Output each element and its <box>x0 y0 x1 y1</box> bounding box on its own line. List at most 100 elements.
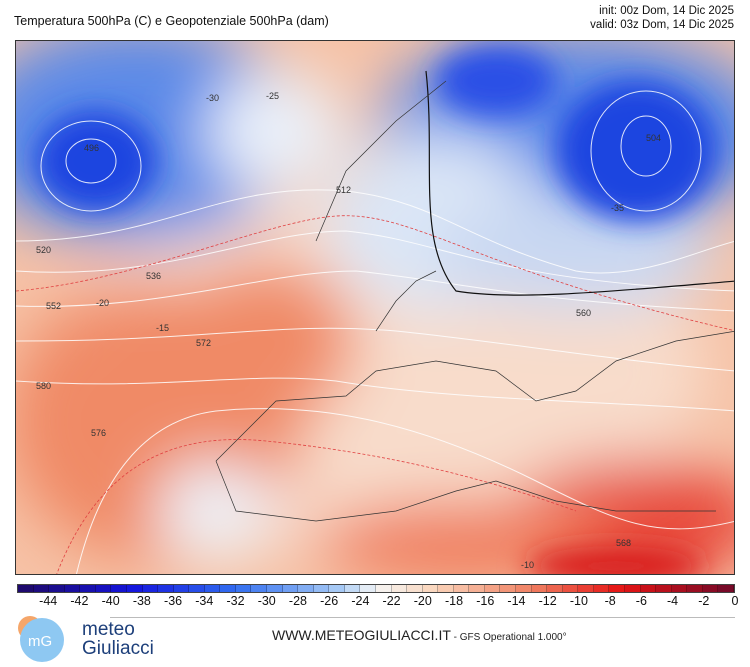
color-scale-segment <box>173 585 190 592</box>
color-scale-segment <box>500 585 516 592</box>
color-scale-segment <box>18 585 34 592</box>
svg-text:mG: mG <box>28 633 52 650</box>
color-scale-segment <box>313 585 330 592</box>
color-scale-segment <box>624 585 641 592</box>
svg-text:-35: -35 <box>611 203 624 213</box>
svg-text:552: 552 <box>46 301 61 311</box>
color-scale-segment <box>49 585 65 592</box>
color-scale-segment <box>438 585 454 592</box>
color-scale-tick: -14 <box>507 594 526 608</box>
model-name: - GFS Operational 1.000° <box>450 632 567 643</box>
color-scale-segment <box>671 585 688 592</box>
color-scale-segment <box>189 585 205 592</box>
color-scale-segment <box>329 585 345 592</box>
color-scale-segment <box>33 585 50 592</box>
color-scale-segment <box>375 585 392 592</box>
color-scale-tick: -32 <box>226 594 245 608</box>
temperature-field: 496 504 512 520 536 552 560 580 572 576 568 -3… <box>16 41 734 574</box>
color-scale-segment <box>453 585 470 592</box>
map-title: Temperatura 500hPa (C) e Geopotenziale 5… <box>14 14 329 28</box>
color-scale-segment <box>95 585 112 592</box>
color-scale-segment <box>702 585 719 592</box>
meteogiuliacci-logo-icon: mG <box>18 616 64 662</box>
color-scale-segment <box>251 585 267 592</box>
valid-time: valid: 03z Dom, 14 Dic 2025 <box>590 19 734 31</box>
color-scale-segment <box>484 585 501 592</box>
color-scale-segment <box>547 585 563 592</box>
color-scale-segment <box>126 585 143 592</box>
color-scale-tick: -6 <box>635 594 647 608</box>
color-scale-bar <box>17 584 735 593</box>
svg-text:-20: -20 <box>96 298 109 308</box>
color-scale-tick: -40 <box>101 594 120 608</box>
svg-text:572: 572 <box>196 338 211 348</box>
color-scale-segment <box>516 585 532 592</box>
color-scale-segment <box>578 585 594 592</box>
color-scale-segment <box>422 585 439 592</box>
brand-bottom: Giuliacci <box>82 638 154 659</box>
color-scale-tick: -26 <box>320 594 339 608</box>
color-scale-segment <box>267 585 283 592</box>
footer-divider <box>110 617 735 618</box>
color-scale-tick: -4 <box>667 594 679 608</box>
svg-text:512: 512 <box>336 185 351 195</box>
svg-text:504: 504 <box>646 133 661 143</box>
color-scale-tick: -16 <box>476 594 495 608</box>
color-scale-tick: -20 <box>413 594 432 608</box>
color-scale-segment <box>80 585 96 592</box>
color-scale-segment <box>142 585 159 592</box>
svg-text:576: 576 <box>91 428 106 438</box>
color-scale-tick: -28 <box>288 594 307 608</box>
color-scale-segment <box>593 585 610 592</box>
color-scale-tick: -8 <box>604 594 616 608</box>
color-scale-segment <box>407 585 423 592</box>
color-scale-segment <box>718 585 734 592</box>
color-scale-segment <box>687 585 703 592</box>
color-scale-tick: -2 <box>698 594 710 608</box>
color-scale-segment <box>220 585 236 592</box>
svg-text:496: 496 <box>84 143 99 153</box>
color-scale-segment <box>344 585 361 592</box>
color-scale-segment <box>531 585 548 592</box>
svg-text:536: 536 <box>146 271 161 281</box>
color-scale-tick: -42 <box>70 594 89 608</box>
svg-text:-30: -30 <box>206 93 219 103</box>
color-scale-ticks: -44 -42 -40 -38 -36 -34 -32 -30 -28 -26 -24 -22 -20-… <box>17 594 738 610</box>
color-scale-segment <box>469 585 485 592</box>
color-scale-segment <box>111 585 127 592</box>
brand-name: meteo Giuliacci <box>82 620 154 658</box>
color-scale-tick: -44 <box>39 594 58 608</box>
color-scale-segment <box>204 585 221 592</box>
run-info: init: 00z Dom, 14 Dic 2025 valid: 03z Do… <box>590 4 734 32</box>
init-time: init: 00z Dom, 14 Dic 2025 <box>599 5 734 17</box>
color-scale-segment <box>360 585 376 592</box>
color-scale-tick: -12 <box>538 594 557 608</box>
svg-text:580: 580 <box>36 381 51 391</box>
color-scale-segment <box>282 585 299 592</box>
svg-text:-25: -25 <box>266 91 279 101</box>
color-scale-segment <box>235 585 252 592</box>
color-scale-segment <box>609 585 625 592</box>
color-scale-segment <box>640 585 657 592</box>
color-scale-segment <box>298 585 314 592</box>
site-credit: WWW.METEOGIULIACCI.IT - GFS Operational … <box>272 627 567 643</box>
color-scale-tick: -10 <box>569 594 588 608</box>
color-scale-tick: -38 <box>132 594 151 608</box>
weather-map: 496 504 512 520 536 552 560 580 572 576 568 -3… <box>15 40 735 575</box>
color-scale-tick: -24 <box>351 594 370 608</box>
site-url: WWW.METEOGIULIACCI.IT <box>272 627 451 643</box>
brand-top: meteo <box>82 619 135 640</box>
color-scale-segment <box>656 585 672 592</box>
color-scale-tick: -36 <box>164 594 183 608</box>
color-scale-tick: 0 <box>731 594 739 608</box>
color-scale-tick: -30 <box>257 594 276 608</box>
svg-text:560: 560 <box>576 308 591 318</box>
color-scale-tick: -34 <box>195 594 214 608</box>
color-scale-segment <box>391 585 408 592</box>
color-scale-segment <box>562 585 579 592</box>
svg-text:-15: -15 <box>156 323 169 333</box>
contour-labels: 496 504 512 520 536 552 560 580 572 576 568 -3… <box>36 91 661 570</box>
color-scale-tick: -18 <box>444 594 464 608</box>
svg-text:568: 568 <box>616 538 631 548</box>
color-scale-segment <box>64 585 81 592</box>
